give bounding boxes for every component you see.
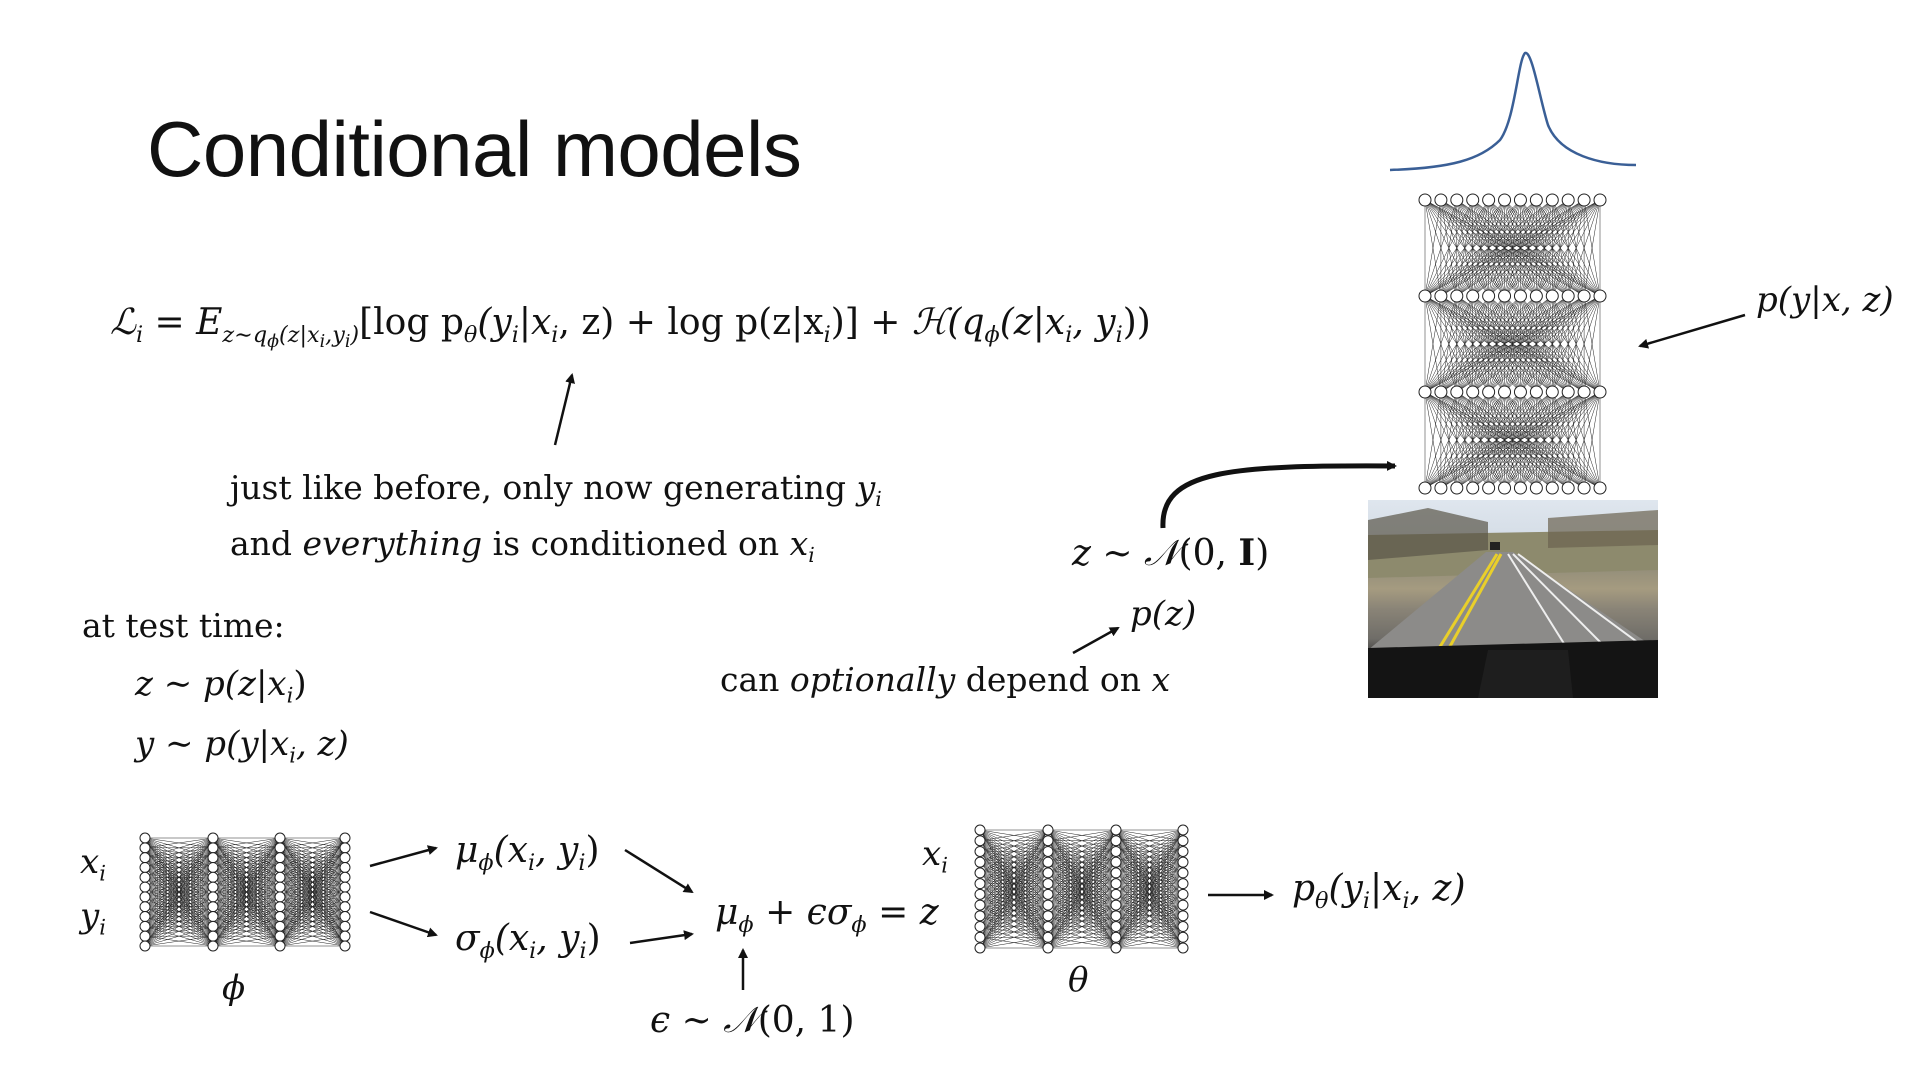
gaussian-curve	[1389, 51, 1637, 172]
decoder-network-small	[974, 824, 1189, 954]
prior-distribution: z ∼ 𝒩(0, I)	[1072, 532, 1270, 574]
slide-title: Conditional models	[147, 105, 802, 193]
reparam-equation: μϕ + ϵσϕ = z	[715, 892, 939, 938]
decoder-network-large	[1418, 193, 1607, 495]
decoder-output-label: p(y|x, z)	[1756, 280, 1894, 320]
reparam-noise: ϵ ∼ 𝒩(0, 1)	[650, 1000, 855, 1041]
annotation-line-2: and everything is conditioned on xi	[230, 524, 815, 568]
decoder-input-x: xi	[922, 834, 948, 878]
encoder-input-y: yi	[80, 896, 106, 940]
optional-arrow	[1072, 626, 1120, 655]
annotation-arrow	[553, 373, 575, 446]
encoder-input-x: xi	[80, 842, 106, 886]
test-time-step-2: y ∼ p(y|xi, z)	[135, 724, 349, 768]
mu-to-reparam-arrow	[624, 848, 694, 894]
encoder-network	[139, 832, 351, 952]
encoder-mu-output: μϕ(xi, yi)	[455, 830, 600, 876]
latent-arrow	[1160, 460, 1397, 529]
road-image	[1368, 500, 1658, 698]
encoder-sigma-output: σϕ(xi, yi)	[455, 918, 601, 964]
decoder-label-arrow	[1638, 313, 1746, 349]
encoder-mu-arrow	[369, 845, 438, 868]
test-time-heading: at test time:	[82, 606, 285, 645]
test-time-step-1: z ∼ p(z|xi)	[135, 664, 307, 708]
objective-equation: ℒi = Ez∼qϕ(z|xi,yi)[log pθ(yi|xi, z) + l…	[110, 302, 1151, 353]
prior-pz: p(z)	[1130, 594, 1197, 634]
annotation-line-1: just like before, only now generating yi	[230, 468, 882, 512]
encoder-param-phi: ϕ	[222, 968, 246, 1008]
sigma-to-reparam-arrow	[629, 930, 694, 945]
road-scene-drawing	[1368, 508, 1658, 698]
encoder-sigma-arrow	[369, 910, 438, 938]
optional-note: can optionally depend on x	[720, 660, 1171, 699]
decoder-param-theta: θ	[1068, 960, 1089, 1000]
decoder-output: pθ(yi|xi, z)	[1292, 868, 1466, 914]
